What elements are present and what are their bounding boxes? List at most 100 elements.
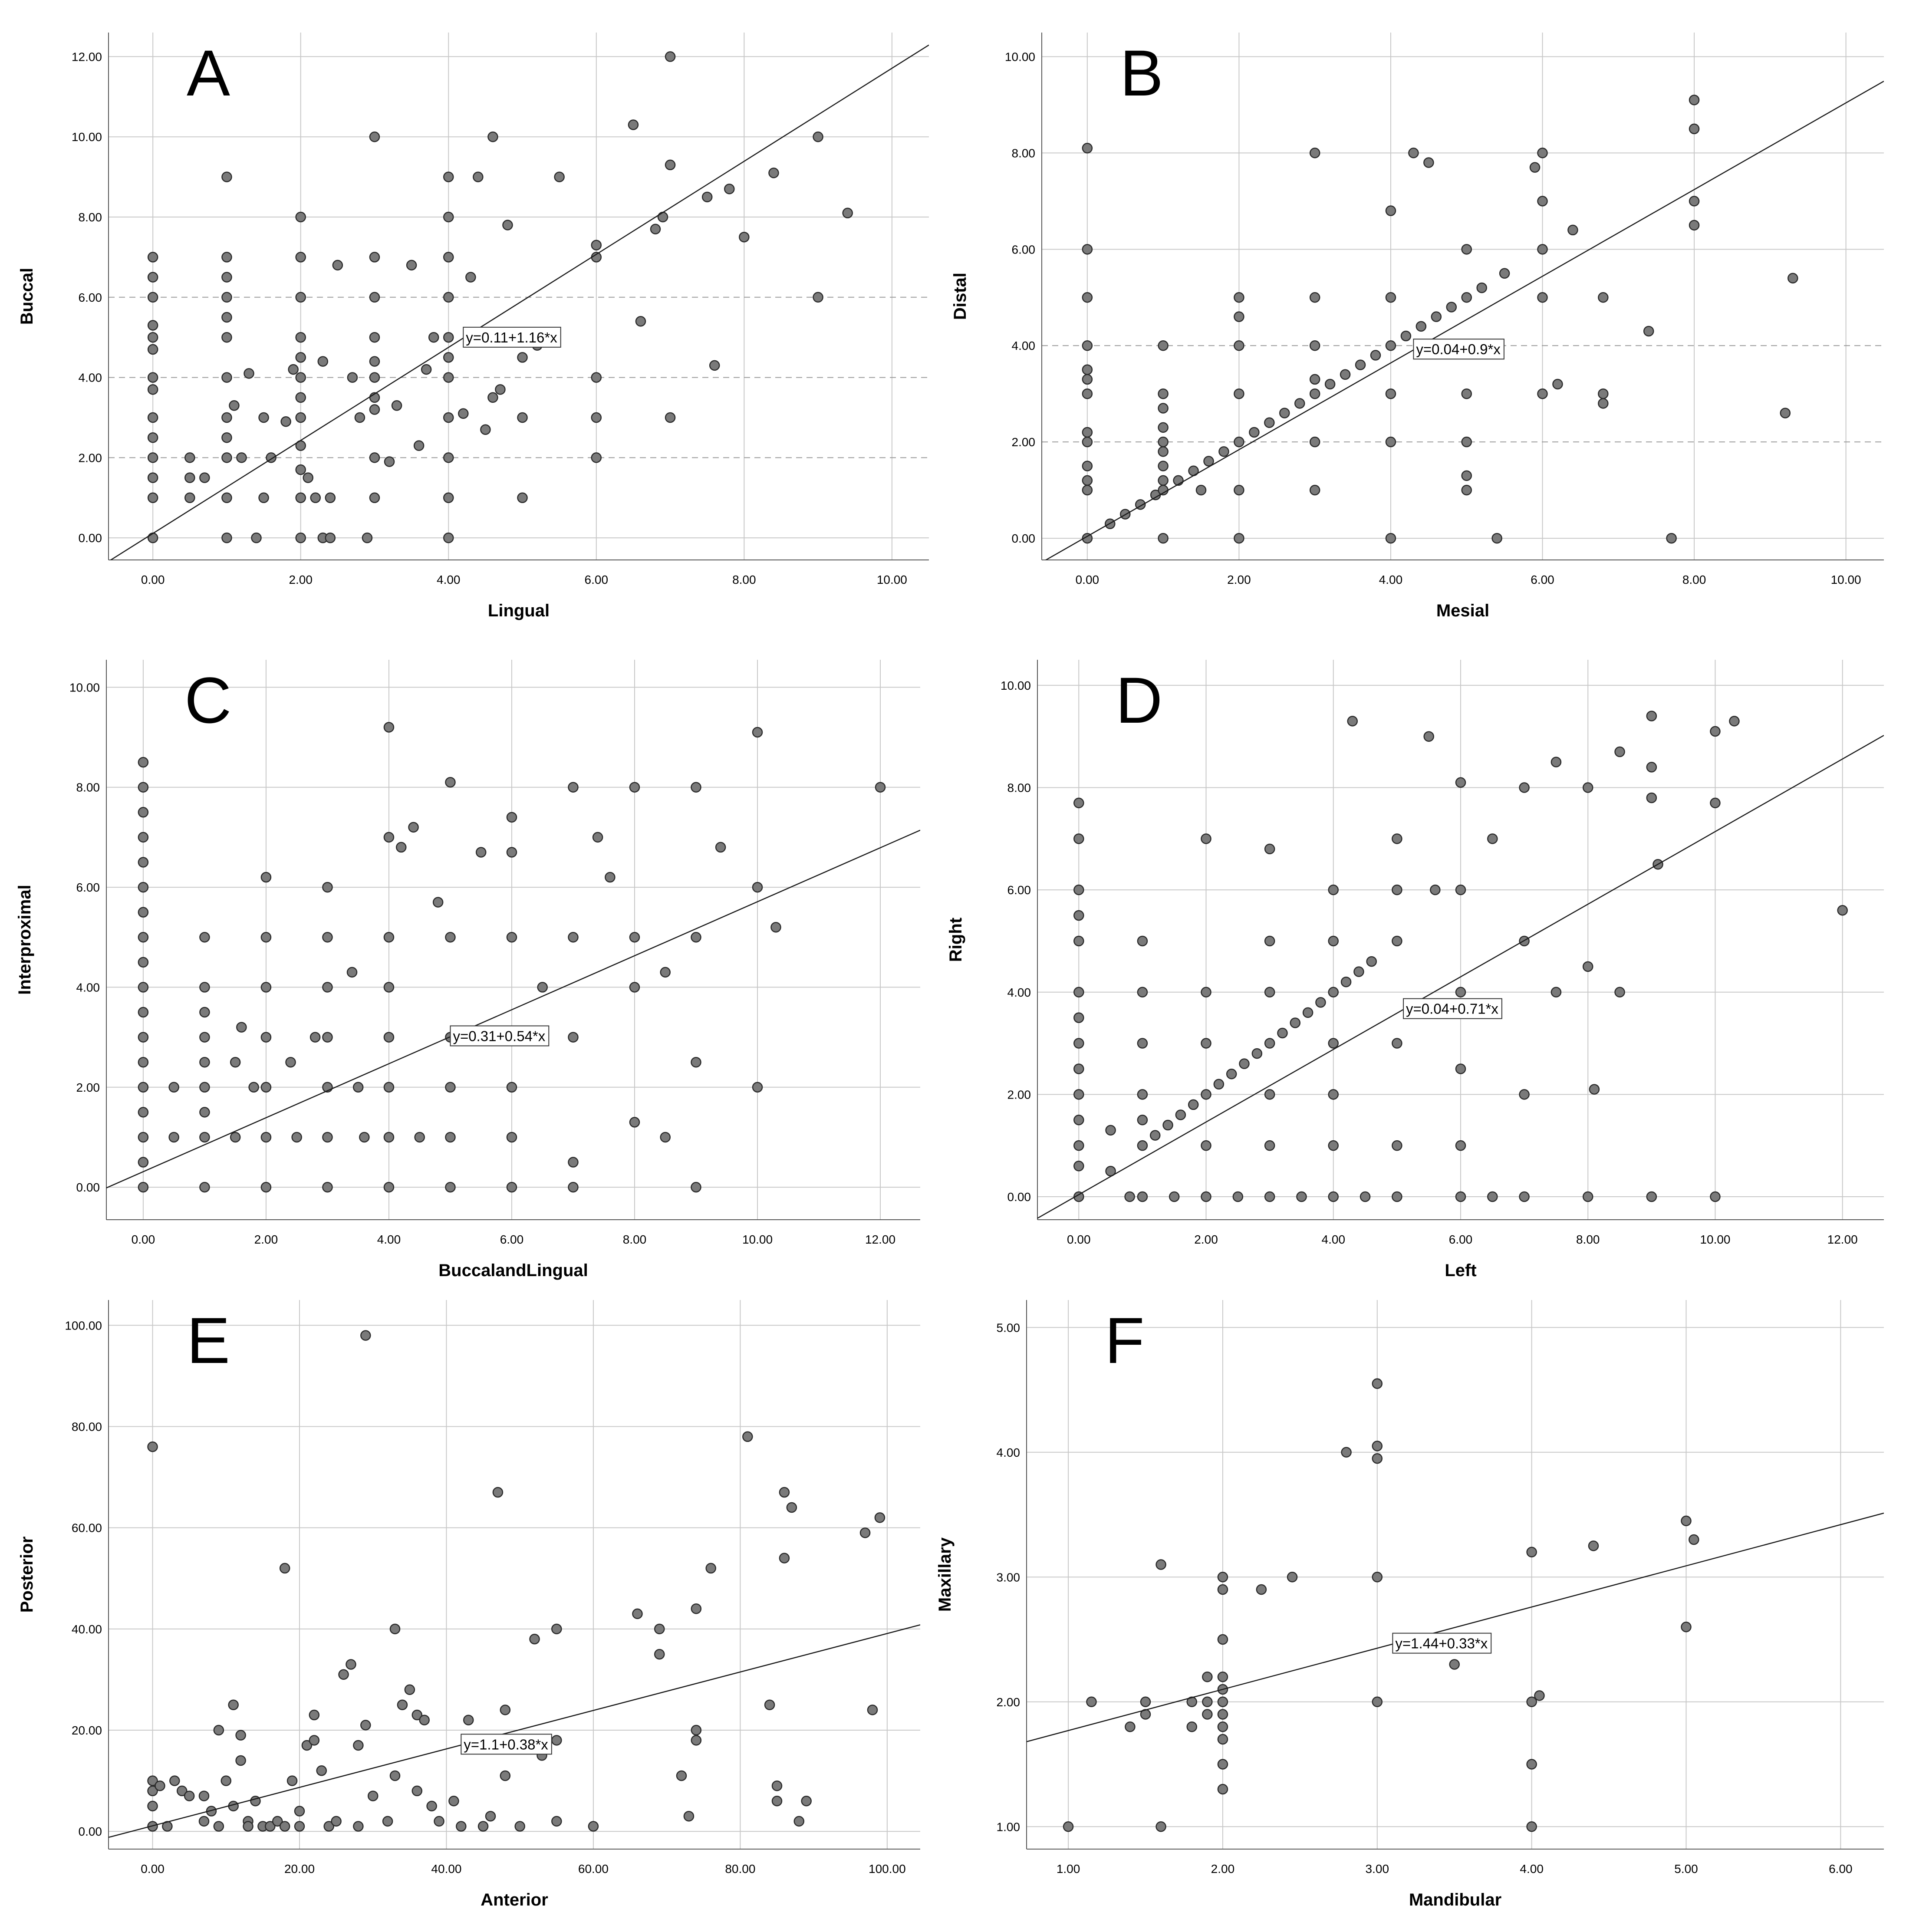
data-point xyxy=(346,1659,356,1670)
data-point xyxy=(1234,311,1244,322)
fit-equation-label: y=0.04+0.71*x xyxy=(1406,1001,1498,1017)
data-point xyxy=(660,1132,671,1143)
data-point xyxy=(428,332,439,343)
data-point xyxy=(309,1032,321,1043)
x-axis-label: Mesial xyxy=(1436,601,1489,620)
x-tick-label: 100.00 xyxy=(869,1862,906,1876)
data-point xyxy=(1251,1048,1263,1059)
data-point xyxy=(147,532,158,543)
data-point xyxy=(360,1720,371,1731)
data-point xyxy=(1217,1672,1228,1682)
data-point xyxy=(1277,1027,1288,1039)
data-point xyxy=(1372,1696,1383,1707)
data-point xyxy=(537,982,548,993)
data-point xyxy=(359,1132,370,1143)
data-point xyxy=(1392,1038,1402,1049)
equation-box xyxy=(1413,339,1504,360)
data-point xyxy=(465,272,476,283)
data-point xyxy=(1455,1063,1466,1074)
data-point xyxy=(434,1816,444,1827)
data-point xyxy=(362,532,373,543)
data-point xyxy=(1234,388,1244,399)
data-point xyxy=(322,1132,333,1143)
data-point xyxy=(786,1502,797,1513)
points-b xyxy=(1082,95,1798,544)
data-point xyxy=(1646,711,1657,721)
data-point xyxy=(568,931,579,943)
data-point xyxy=(709,360,720,371)
data-point xyxy=(138,857,149,868)
x-tick-label: 2.00 xyxy=(1227,573,1251,586)
y-axis-label: Maxillary xyxy=(935,1537,955,1612)
data-point xyxy=(665,412,676,423)
data-point xyxy=(1063,1821,1074,1832)
data-point xyxy=(1614,746,1625,757)
data-point xyxy=(1328,987,1339,998)
data-point xyxy=(1455,884,1466,895)
data-point xyxy=(395,842,407,853)
data-point xyxy=(168,1132,179,1143)
y-tick-label: 3.00 xyxy=(997,1570,1020,1584)
data-point xyxy=(1582,782,1593,793)
data-point xyxy=(138,1082,149,1093)
panel-f: 1.00 2.00 3.00 4.00 5.00 6.00 1.00 2.00 3.00 4.00… xyxy=(935,1300,1884,1909)
data-point xyxy=(492,1487,504,1498)
data-point xyxy=(1423,731,1434,742)
data-point xyxy=(1455,777,1466,788)
data-point xyxy=(1213,1079,1225,1090)
points-a xyxy=(147,51,853,543)
data-point xyxy=(258,492,269,504)
data-point xyxy=(517,492,528,504)
data-point xyxy=(1537,244,1548,255)
x-tick-label: 10.00 xyxy=(1831,573,1861,586)
data-point xyxy=(1137,1115,1148,1126)
data-point xyxy=(1073,1012,1084,1023)
data-point xyxy=(147,1800,158,1812)
data-point xyxy=(322,1182,333,1193)
data-point xyxy=(1234,292,1244,303)
data-point xyxy=(295,372,306,383)
data-point xyxy=(1408,148,1419,158)
data-point xyxy=(1158,340,1169,351)
fit-line xyxy=(1027,1512,1884,1742)
data-point xyxy=(1309,292,1320,303)
fit-line xyxy=(1045,80,1884,560)
data-point xyxy=(1082,484,1093,496)
y-axis-label: Right xyxy=(946,918,965,962)
data-point xyxy=(443,252,454,263)
data-point xyxy=(414,1132,425,1143)
data-point xyxy=(413,440,425,451)
data-point xyxy=(199,982,210,993)
data-point xyxy=(514,1821,525,1832)
y-tick-label: 0.00 xyxy=(1012,532,1036,545)
data-point xyxy=(147,344,158,355)
x-tick-label: 12.00 xyxy=(1827,1233,1858,1246)
data-point xyxy=(1155,1821,1166,1832)
x-tick-label: 6.00 xyxy=(1449,1233,1473,1246)
data-point xyxy=(1710,1191,1721,1202)
data-point xyxy=(198,1816,210,1827)
data-point xyxy=(443,452,454,463)
data-point xyxy=(221,492,232,504)
data-point xyxy=(1309,436,1320,448)
data-point xyxy=(260,982,272,993)
data-point xyxy=(1526,1821,1537,1832)
data-point xyxy=(1519,782,1530,793)
data-point xyxy=(265,1821,276,1832)
data-point xyxy=(701,191,713,203)
data-point xyxy=(443,211,454,223)
x-tick-label: 10.00 xyxy=(1700,1233,1730,1246)
y-tick-label: 6.00 xyxy=(79,291,102,304)
data-point xyxy=(260,1132,272,1143)
x-tick-label: 80.00 xyxy=(725,1862,755,1876)
data-point xyxy=(1385,205,1396,216)
data-point xyxy=(1082,292,1093,303)
data-point xyxy=(1073,797,1084,809)
fit-equation-label: y=0.04+0.9*x xyxy=(1416,341,1501,357)
data-point xyxy=(1175,1109,1186,1120)
data-point xyxy=(1105,1125,1116,1136)
x-tick-label: 2.00 xyxy=(289,573,313,586)
data-point xyxy=(691,1603,702,1614)
data-point xyxy=(309,1709,320,1721)
x-tick-label: 5.00 xyxy=(1674,1862,1698,1876)
